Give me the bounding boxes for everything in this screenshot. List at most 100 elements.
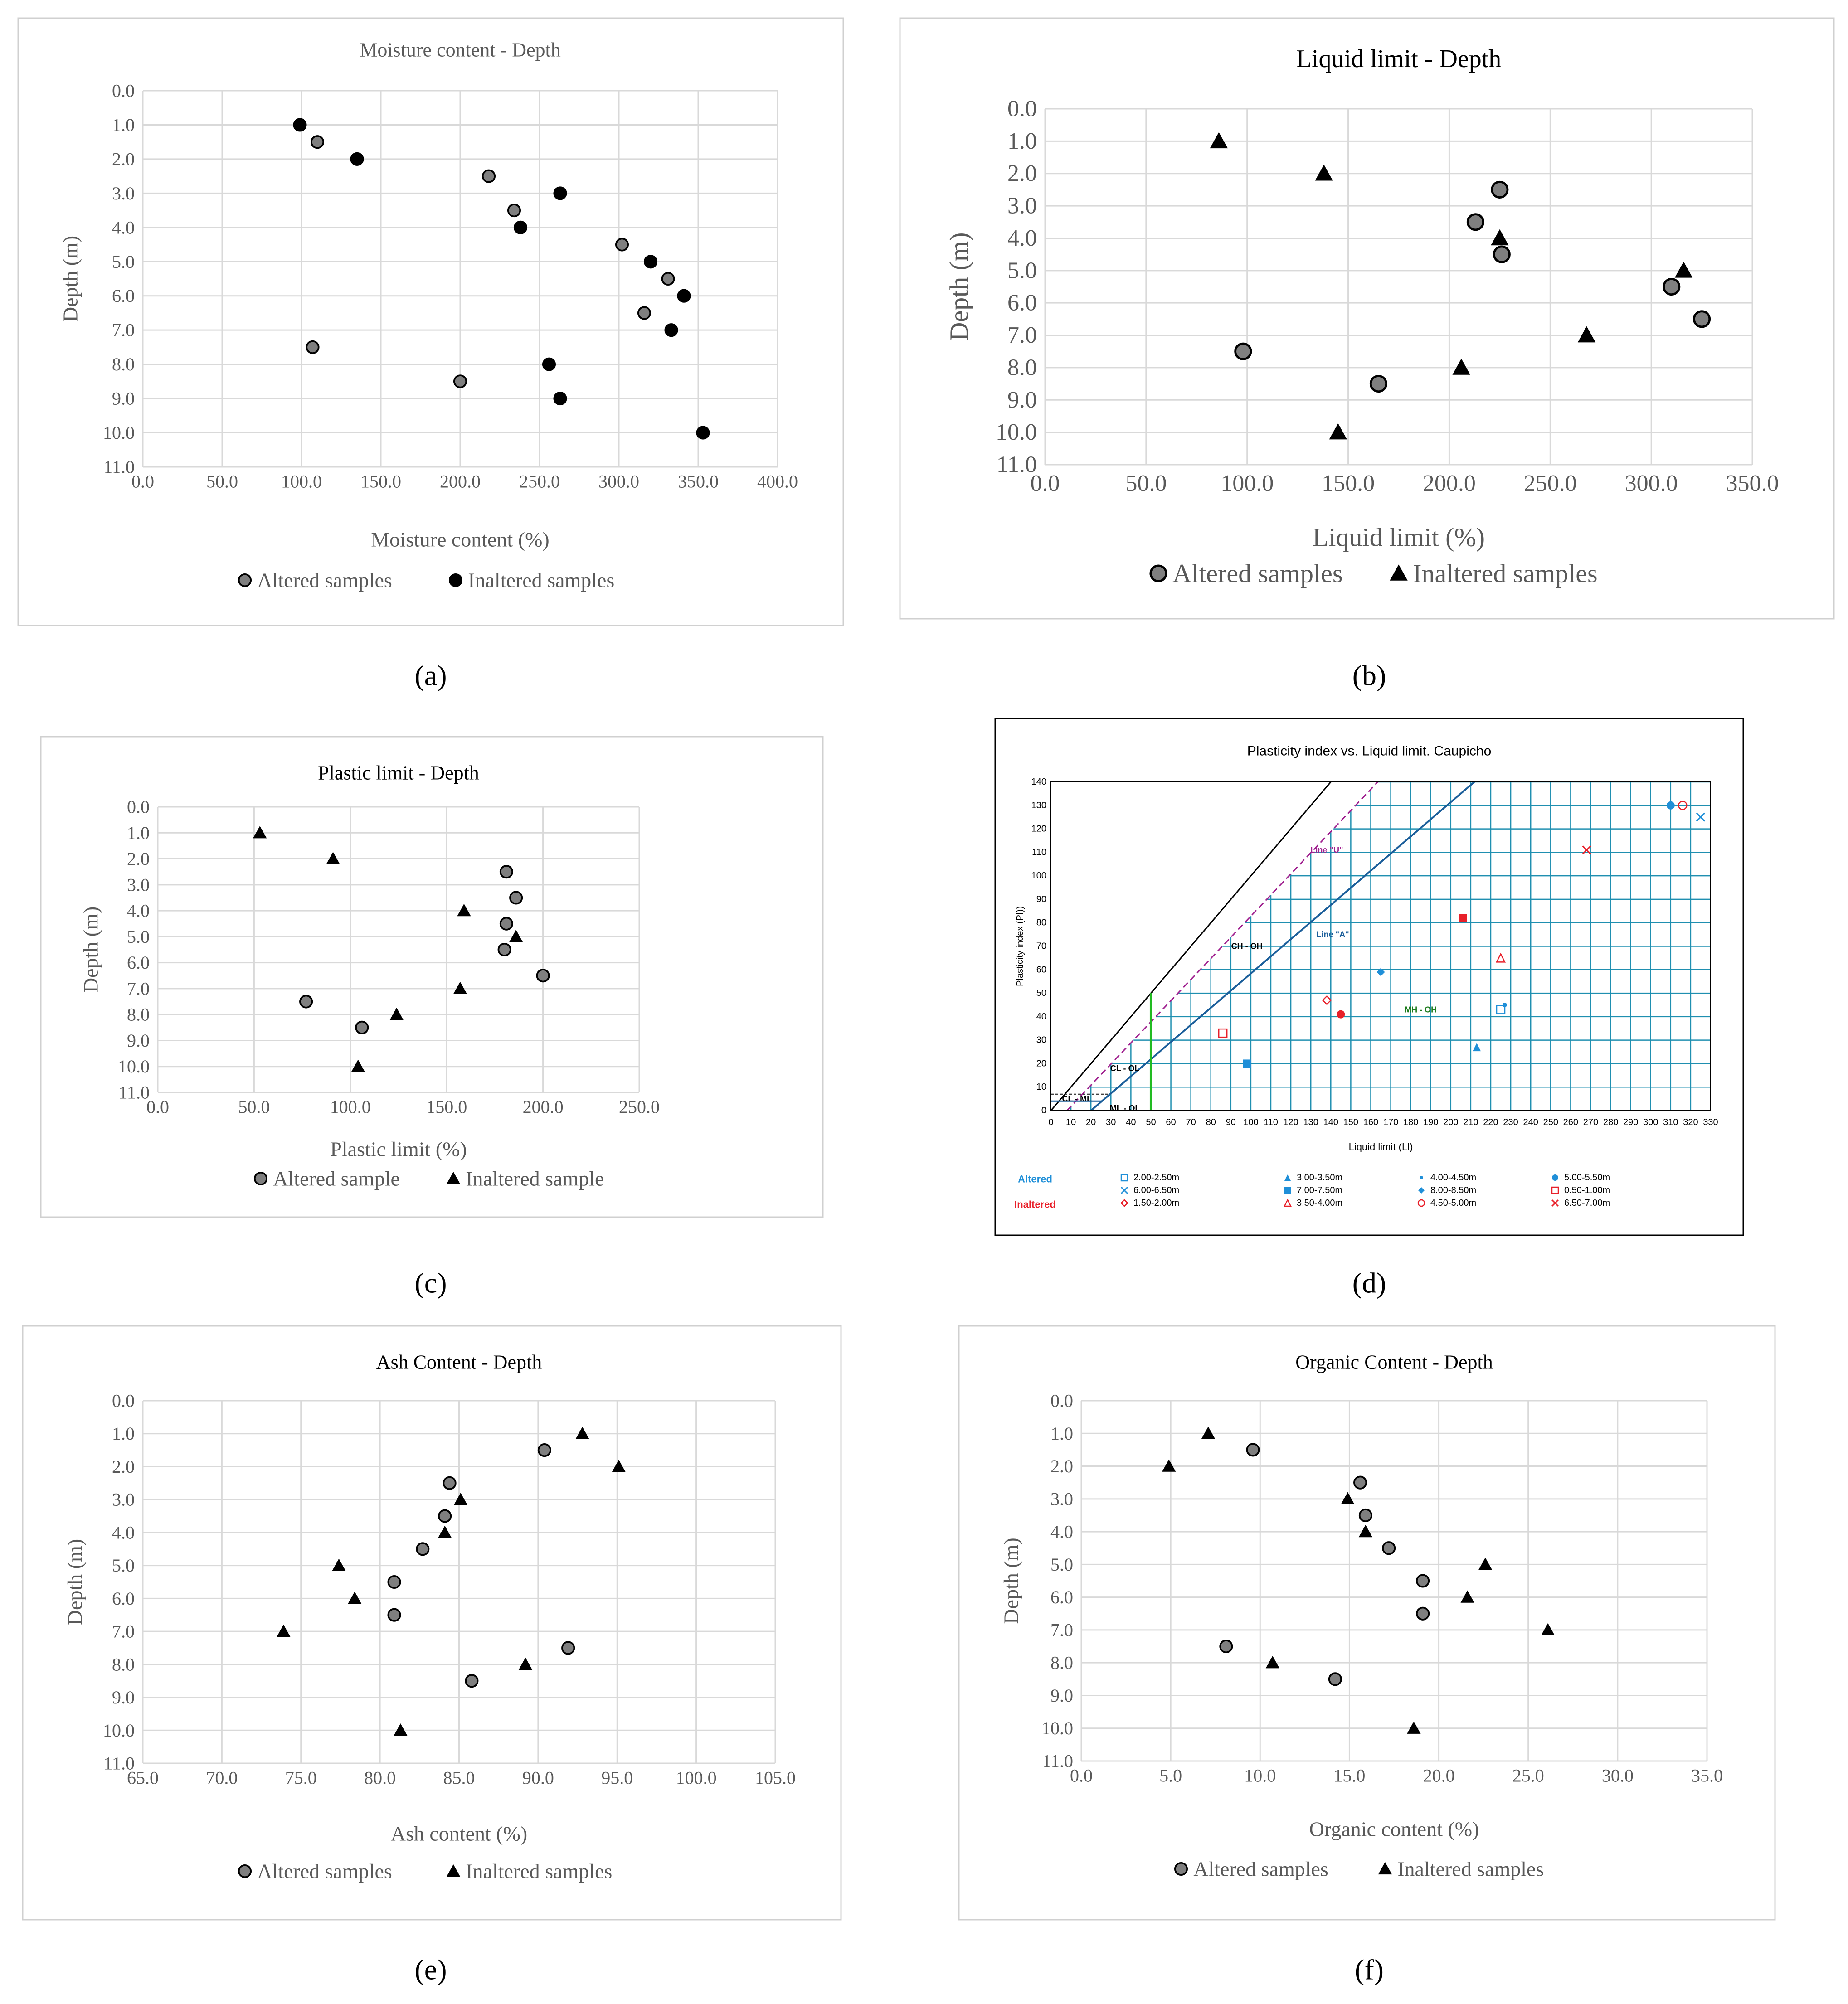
zone-label: CH - OH bbox=[1231, 942, 1263, 951]
y-tick-label: 8.0 bbox=[127, 1004, 150, 1025]
data-point bbox=[1496, 952, 1506, 963]
legend-label: Inaltered samples bbox=[468, 569, 614, 592]
chart-title: Moisture content - Depth bbox=[360, 39, 561, 61]
x-tick-label: 150.0 bbox=[426, 1097, 467, 1117]
data-point bbox=[453, 374, 467, 388]
data-point bbox=[643, 255, 658, 269]
y-tick-label: 5.0 bbox=[1050, 1554, 1073, 1575]
y-tick-label: 4.0 bbox=[112, 1522, 135, 1543]
x-tick-label: 260 bbox=[1563, 1117, 1578, 1127]
data-point bbox=[1337, 1010, 1345, 1019]
x-tick-label: 70.0 bbox=[206, 1768, 238, 1788]
data-point bbox=[465, 1674, 479, 1688]
x-tick-label: 100.0 bbox=[1221, 471, 1274, 496]
y-tick-label: 8.0 bbox=[112, 1654, 135, 1674]
chart-frame bbox=[994, 718, 1744, 1236]
x-tick-label: 60 bbox=[1166, 1117, 1176, 1127]
y-tick-label: 8.0 bbox=[112, 354, 135, 374]
x-tick-label: 0.0 bbox=[146, 1097, 169, 1117]
x-tick-label: 5.0 bbox=[1159, 1766, 1182, 1786]
data-point bbox=[497, 942, 511, 957]
y-tick-label: 4.0 bbox=[1050, 1522, 1073, 1542]
y-tick-label: 10 bbox=[1036, 1082, 1046, 1092]
series-8.00-8.50m bbox=[1376, 968, 1385, 976]
data-point bbox=[1666, 801, 1675, 810]
chart-title: Liquid limit - Depth bbox=[1296, 45, 1502, 73]
x-tick-label: 150 bbox=[1343, 1117, 1358, 1127]
y-tick-label: 1.0 bbox=[127, 823, 150, 843]
legend-marker bbox=[1390, 564, 1408, 581]
data-point bbox=[277, 1624, 291, 1637]
y-tick-label: 0 bbox=[1041, 1106, 1046, 1116]
x-tick-label: 220 bbox=[1483, 1117, 1498, 1127]
y-axis-label: Depth (m) bbox=[59, 236, 82, 322]
y-tick-label: 1.0 bbox=[112, 115, 135, 135]
y-tick-label: 10.0 bbox=[103, 1720, 135, 1741]
zone-label: MH - OH bbox=[1405, 1005, 1437, 1014]
panel-label: (c) bbox=[414, 1267, 447, 1299]
data-point bbox=[1162, 1459, 1176, 1472]
data-point bbox=[661, 272, 675, 286]
data-point bbox=[499, 865, 513, 879]
data-point bbox=[1234, 342, 1252, 360]
x-tick-label: 50 bbox=[1146, 1117, 1156, 1127]
y-tick-label: 2.0 bbox=[1050, 1456, 1073, 1476]
legend-marker bbox=[238, 1864, 252, 1878]
y-tick-label: 6.0 bbox=[1007, 290, 1037, 316]
legend-marker bbox=[1174, 1862, 1188, 1876]
x-tick-label: 50.0 bbox=[206, 471, 238, 492]
x-axis-label: Liquid limit (%) bbox=[1313, 523, 1485, 552]
x-tick-label: 210 bbox=[1463, 1117, 1478, 1127]
legend-marker bbox=[446, 1171, 461, 1184]
panel-label: (d) bbox=[1352, 1267, 1386, 1299]
data-point bbox=[1246, 1443, 1260, 1457]
data-point bbox=[1502, 1003, 1507, 1007]
panel-label: (e) bbox=[414, 1954, 447, 1986]
legend-label: Altered samples bbox=[257, 1860, 392, 1883]
data-point bbox=[509, 891, 523, 905]
y-tick-label: 9.0 bbox=[1050, 1685, 1073, 1706]
legend-marker bbox=[1418, 1187, 1425, 1194]
series-inaltered-samples bbox=[293, 118, 710, 440]
y-tick-label: 11.0 bbox=[1042, 1751, 1073, 1771]
chart-c: Plastic limit - Depth 0.0 50.0 100.0 150.0 20… bbox=[40, 736, 824, 1299]
series-altered-samples bbox=[306, 135, 675, 388]
x-tick-label: 130 bbox=[1303, 1117, 1318, 1127]
legend-label: 2.00-2.50m bbox=[1133, 1173, 1179, 1183]
y-tick-label: 3.0 bbox=[1050, 1489, 1073, 1509]
y-tick-label: 7.0 bbox=[112, 320, 135, 340]
y-tick-label: 6.0 bbox=[127, 952, 150, 973]
legend-marker bbox=[1149, 564, 1167, 582]
y-tick-label: 2.0 bbox=[112, 149, 135, 169]
upper-limit-line bbox=[1051, 782, 1332, 1111]
data-point bbox=[416, 1542, 430, 1556]
y-tick-label: 3.0 bbox=[112, 183, 135, 204]
data-point bbox=[1496, 1005, 1506, 1014]
x-tick-label: 90.0 bbox=[522, 1768, 554, 1788]
y-tick-label: 11.0 bbox=[103, 457, 135, 477]
x-tick-label: 100.0 bbox=[281, 471, 322, 492]
x-tick-label: 330 bbox=[1703, 1117, 1718, 1127]
y-tick-label: 1.0 bbox=[1050, 1423, 1073, 1444]
legend-label: 0.50-1.00m bbox=[1564, 1185, 1610, 1195]
y-tick-label: 60 bbox=[1036, 965, 1046, 975]
series-inaltered-samples bbox=[1210, 132, 1693, 440]
x-axis-label: Ash content (%) bbox=[391, 1822, 527, 1845]
data-point bbox=[394, 1723, 408, 1736]
data-point bbox=[326, 852, 340, 864]
series-7.50-8.00m bbox=[1459, 914, 1467, 922]
chart-d: Plasticity index vs. Liquid limit. Caupi… bbox=[994, 718, 1744, 1299]
data-point bbox=[443, 1476, 457, 1490]
data-point bbox=[453, 981, 467, 995]
y-tick-label: 110 bbox=[1032, 847, 1046, 857]
x-tick-label: 110 bbox=[1264, 1117, 1278, 1127]
data-point bbox=[1452, 359, 1470, 375]
y-tick-label: 80 bbox=[1036, 918, 1046, 928]
y-tick-label: 0.0 bbox=[112, 1391, 135, 1411]
chart-title: Plasticity index vs. Liquid limit. Caupi… bbox=[1247, 744, 1492, 759]
y-tick-label: 4.0 bbox=[112, 217, 135, 238]
x-tick-label: 170 bbox=[1383, 1117, 1398, 1127]
legend-label: 5.00-5.50m bbox=[1564, 1173, 1610, 1183]
chart-frame bbox=[17, 17, 844, 626]
data-point bbox=[542, 357, 556, 371]
